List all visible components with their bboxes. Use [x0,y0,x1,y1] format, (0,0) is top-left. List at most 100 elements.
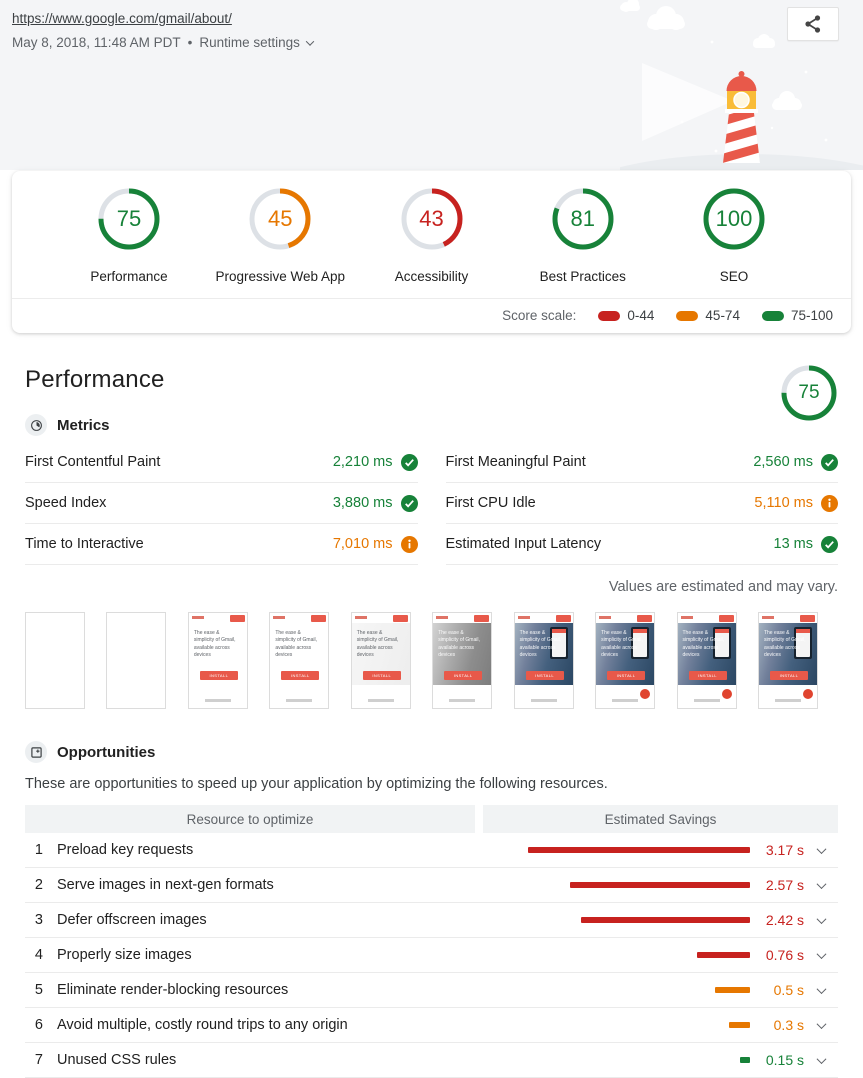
check-icon [400,494,418,512]
thumbnail-footer-text [612,699,639,702]
opportunity-label: Unused CSS rules [57,1052,177,1068]
chevron-down-icon[interactable] [804,1016,838,1034]
metric-label: First CPU Idle [445,495,536,511]
chevron-down-icon[interactable] [804,981,838,999]
score-gauge-accessibility[interactable]: 43 Accessibility [363,187,501,284]
thumbnail-topbar-button [799,615,815,622]
opportunities-table-body: 1 Preload key requests 3.17 s 2 Serve images… [25,833,838,1078]
check-icon [821,453,838,471]
savings-value: 3.17 s [765,842,804,858]
thumbnail-topbar-button [474,615,490,622]
chevron-glyph [816,879,826,890]
thumbnail-footer-text [530,699,557,702]
report-meta: https://www.google.com/gmail/about/ May … [12,10,315,50]
gauge-score: 75 [798,382,820,403]
metric-row-estimated-input-latency: Estimated Input Latency 13 ms [445,524,838,565]
install-button: INSTALL [607,671,646,680]
filmstrip-thumbnail: The ease & simplicity of Gmail, availabl… [676,612,737,709]
savings-bar [714,987,750,993]
runtime-settings-toggle[interactable]: Runtime settings [199,35,315,50]
chevron-glyph [816,1054,826,1065]
gauge-ring: 100 [702,187,766,251]
lighthouse-tower [723,71,760,163]
chevron-down-icon[interactable] [804,876,838,894]
install-button: INSTALL [769,671,808,680]
chevron-down-icon[interactable] [804,911,838,929]
thumbnail-topbar [188,613,247,623]
thumbnail-topbar [514,613,573,623]
check-icon [400,453,418,471]
opportunities-heading: Opportunities [25,741,838,763]
savings-bar [696,952,750,958]
opportunity-row-avoid-multiple-costly-round-trips-to-any-origin[interactable]: 6 Avoid multiple, costly round trips to a… [25,1008,838,1043]
cloud-icon [772,91,802,110]
install-button: INSTALL [525,671,564,680]
thumbnail-topbar [758,613,817,623]
filmstrip-thumbnail: The ease & simplicity of Gmail, availabl… [187,612,248,709]
score-gauge-seo[interactable]: 100 SEO [665,187,803,284]
scores-card: 75 Performance 45 Progressive Web App 43… [12,171,851,333]
score-scale-row: Score scale: 0-44 45-74 75-100 [12,298,851,333]
score-range-label: 45-74 [705,308,740,323]
thumbnail-hero-text: The ease & simplicity of Gmail, availabl… [438,630,480,658]
tested-url-link[interactable]: https://www.google.com/gmail/about/ [12,11,232,26]
score-gauge-performance[interactable]: 75 Performance [60,187,198,284]
install-button: INSTALL [688,671,727,680]
gauge-ring: 75 [780,364,838,422]
opportunities-table-header: Resource to optimize Estimated Savings [25,805,838,833]
gauge-ring: 75 [97,187,161,251]
fab-button [640,689,651,699]
opportunity-label: Avoid multiple, costly round trips to an… [57,1017,348,1033]
opportunity-row-unused-css-rules[interactable]: 7 Unused CSS rules 0.15 s [25,1043,838,1078]
gmail-logo [273,616,286,619]
thumbnail-hero-text: The ease & simplicity of Gmail, availabl… [763,630,806,658]
runtime-settings-label: Runtime settings [199,35,300,50]
metric-value-text: 7,010 ms [332,536,393,552]
gmail-logo [680,616,693,619]
chevron-down-icon[interactable] [804,841,838,859]
score-gauge-best-practices[interactable]: 81 Best Practices [514,187,652,284]
report-header: https://www.google.com/gmail/about/ May … [0,0,863,170]
column-estimated-savings: Estimated Savings [483,805,838,833]
score-scale-range-45-74: 45-74 [676,308,740,323]
opportunity-row-properly-size-images[interactable]: 4 Properly size images 0.76 s [25,938,838,973]
thumbnail-topbar [596,613,655,623]
stopwatch-icon [25,414,47,436]
metric-value: 5,110 ms [754,494,838,512]
score-gauge-progressive-web-app[interactable]: 45 Progressive Web App [211,187,349,284]
thumbnail-hero-text: The ease & simplicity of Gmail, availabl… [601,630,643,658]
sparkle-dots [680,40,828,153]
filmstrip-thumbnail [106,612,167,709]
gmail-logo [191,616,204,619]
share-button[interactable] [787,7,839,41]
phone-in-photo [549,627,568,659]
thumbnail-footer-text [367,699,394,702]
savings-bar-area [525,882,750,888]
chevron-glyph [816,949,826,960]
metrics-column-right: First Meaningful Paint 2,560 ms First CPU… [445,442,838,565]
score-range-label: 0-44 [627,308,655,323]
opportunity-row-defer-offscreen-images[interactable]: 3 Defer offscreen images 2.42 s [25,903,838,938]
phone-in-photo [712,627,731,659]
thumbnail-hero-text: The ease & simplicity of Gmail, availabl… [193,630,236,658]
metric-value: 13 ms [774,535,838,553]
cloud-icon [753,34,775,48]
opportunity-row-eliminate-render-blocking-resources[interactable]: 5 Eliminate render-blocking resources 0.5 … [25,973,838,1008]
score-label: Best Practices [539,269,626,284]
savings-bar [739,1057,750,1063]
cloud-icon [647,6,685,30]
chevron-down-icon [305,36,315,46]
gmail-logo [517,616,530,619]
opportunity-label: Eliminate render-blocking resources [57,982,289,998]
chevron-glyph [816,844,826,855]
metric-row-speed-index: Speed Index 3,880 ms [25,483,418,524]
metric-value-text: 2,210 ms [332,454,393,470]
score-range-pill [598,310,621,321]
opportunity-row-preload-key-requests[interactable]: 1 Preload key requests 3.17 s [25,833,838,868]
thumbnail-hero-text: The ease & simplicity of Gmail, availabl… [356,630,399,658]
thumbnail-topbar [433,613,492,623]
score-scale-range-0-44: 0-44 [598,308,654,323]
opportunity-row-serve-images-in-next-gen-formats[interactable]: 2 Serve images in next-gen formats 2.57 s [25,868,838,903]
chevron-down-icon[interactable] [804,1051,838,1069]
chevron-down-icon[interactable] [804,946,838,964]
